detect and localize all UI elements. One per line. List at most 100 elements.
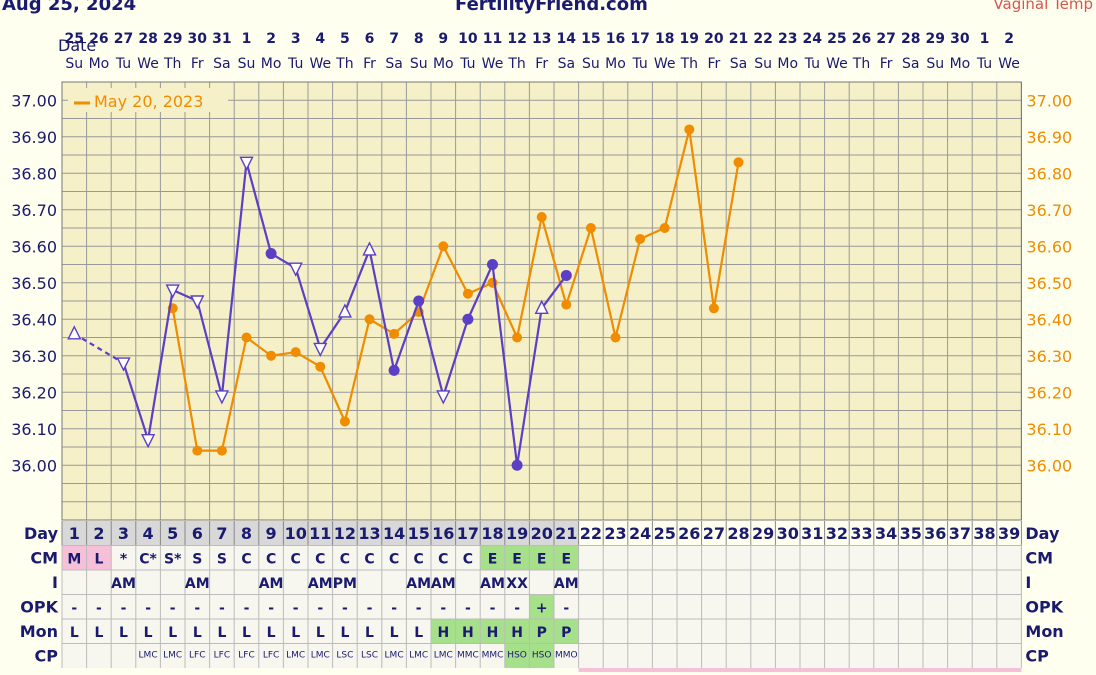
date-tick-label: 23 (778, 31, 797, 47)
table-row-bg (62, 570, 1022, 595)
cp-cell-value: MMC (482, 651, 504, 661)
current-series-point (436, 390, 451, 405)
current-series-segment (147, 289, 174, 440)
current-series-segment (368, 249, 396, 371)
cycle-day-number: 6 (192, 524, 203, 543)
weekday-tick-label: Sa (558, 56, 575, 72)
y-tick-label-left: 36.50 (11, 274, 57, 293)
date-tick-label: 3 (291, 31, 301, 47)
overlay-series-point (192, 445, 203, 456)
weekday-tick-label: Fr (363, 56, 376, 72)
legend-box (68, 88, 228, 112)
date-tick-label: 31 (212, 31, 231, 47)
row-label-day-right: Day (1025, 524, 1060, 543)
cm-cell-value: S (192, 552, 202, 568)
weekday-tick-label: We (998, 56, 1020, 72)
mon-cell-value: L (316, 625, 325, 641)
opk-cell-value: - (342, 601, 348, 617)
weekday-tick-label: Mo (433, 56, 454, 72)
row-label-i-right: I (1025, 573, 1031, 592)
cycle-day-number: 2 (93, 524, 104, 543)
cp-cell-value: LMC (385, 651, 404, 661)
current-series-point (413, 295, 425, 307)
date-tick-label: 30 (950, 31, 970, 47)
cm-cell-value: C* (139, 552, 157, 568)
opk-cell-value: - (563, 601, 569, 617)
highlight-cell (431, 619, 456, 644)
current-series-point (487, 259, 498, 270)
cm-cell-value: S* (164, 552, 182, 568)
opk-cell-value: - (391, 601, 397, 617)
cp-cell-value: LFC (263, 651, 279, 661)
overlay-series-point (364, 314, 375, 325)
i-cell-value: AM (308, 576, 333, 592)
current-series-point (362, 241, 377, 256)
mon-cell-value: L (291, 625, 300, 641)
cm-cell-value: C (463, 552, 473, 568)
weekday-tick-label: Sa (213, 56, 230, 72)
cycle-day-number: 37 (949, 524, 971, 543)
cycle-day-number: 19 (506, 524, 528, 543)
current-series-segment (516, 308, 543, 466)
cm-cell-value: E (488, 552, 498, 568)
i-cell-value: AM (185, 576, 210, 592)
cp-cell-value: LSC (361, 651, 378, 661)
date-tick-label: 12 (507, 31, 526, 47)
y-tick-label-left: 36.80 (11, 164, 57, 183)
i-cell-value: XX (506, 576, 528, 592)
overlay-series-point (438, 241, 449, 252)
weekday-tick-label: Th (507, 56, 525, 72)
date-tick-label: 24 (803, 31, 823, 47)
cm-cell-value: C (438, 552, 448, 568)
weekday-tick-label: Su (65, 56, 83, 72)
current-series-point (214, 390, 230, 405)
highlight-cell (480, 619, 505, 644)
cycle-day-number: 7 (216, 524, 227, 543)
overlay-series-point (290, 347, 301, 358)
opk-cell-value: - (268, 601, 274, 617)
cycle-day-number: 16 (432, 524, 454, 543)
weekday-tick-label: Fr (880, 56, 893, 72)
mon-cell-value: H (487, 625, 499, 641)
weekday-tick-label: Th (852, 56, 870, 72)
highlight-cell (455, 619, 481, 644)
temp-type-label: Vaginal Temp (993, 0, 1093, 13)
mon-cell-value: L (193, 625, 202, 641)
opk-cell-value: - (170, 601, 176, 617)
weekday-tick-label: We (309, 56, 331, 72)
y-tick-label-right: 37.00 (1026, 91, 1072, 110)
date-tick-label: 20 (704, 31, 724, 47)
y-tick-label-left: 37.00 (11, 91, 57, 110)
weekday-tick-label: Sa (902, 56, 919, 72)
opk-cell-value: - (145, 601, 151, 617)
mon-cell-value: L (144, 625, 153, 641)
weekday-tick-label: Tu (631, 56, 647, 72)
y-tick-label-right: 36.60 (1026, 237, 1072, 256)
current-series-segment (491, 264, 519, 466)
row-label-cm: CM (30, 549, 58, 568)
weekday-tick-label: Tu (459, 56, 475, 72)
weekday-tick-label: Sa (385, 56, 402, 72)
date-tick-label: 10 (458, 31, 478, 47)
overlay-series-point (241, 332, 252, 343)
date-tick-label: 2 (1004, 31, 1014, 47)
date-tick-label: 28 (901, 31, 920, 47)
date-tick-label: 26 (89, 31, 108, 47)
highlight-cell (529, 643, 554, 668)
mon-cell-value: L (94, 625, 103, 641)
y-tick-label-right: 36.10 (1026, 420, 1072, 439)
y-tick-label-right: 36.50 (1026, 274, 1072, 293)
cycle-day-number: 26 (678, 524, 700, 543)
overlay-series-point (266, 350, 277, 361)
current-series-segment (319, 311, 346, 350)
cp-cell-value: LMC (434, 651, 453, 661)
cm-cell-value: M (67, 552, 81, 568)
cycle-day-number: 8 (241, 524, 252, 543)
row-label-day: Day (24, 524, 59, 543)
y-tick-label-left: 36.90 (11, 128, 57, 147)
cycle-day-number: 11 (309, 524, 331, 543)
highlight-cell (554, 545, 579, 570)
y-tick-label-left: 36.30 (11, 347, 57, 366)
weekday-tick-label: Fr (535, 56, 548, 72)
cycle-day-number: 28 (727, 524, 749, 543)
